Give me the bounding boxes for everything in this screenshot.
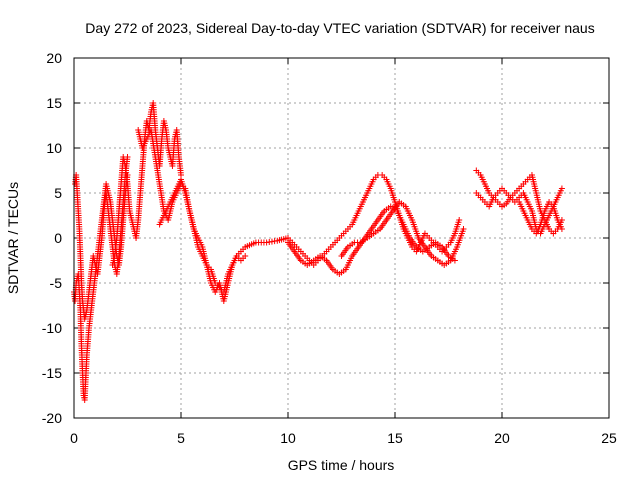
y-tick-label: -20	[42, 410, 62, 426]
x-tick-label: 25	[601, 430, 617, 446]
y-tick-label: 10	[46, 140, 62, 156]
x-tick-label: 10	[280, 430, 296, 446]
tick-labels: 0 5 10 15 20 25 -20 -15 -10 -5 0 5 10 15 20	[42, 50, 617, 446]
chart-title: Day 272 of 2023, Sidereal Day-to-day VTE…	[85, 20, 594, 36]
plot-frame	[73, 57, 610, 419]
x-tick-label: 20	[494, 430, 510, 446]
y-axis-title: SDTVAR / TECUs	[5, 182, 21, 294]
y-tick-label: 5	[54, 185, 62, 201]
data-markers	[71, 100, 565, 403]
grid	[74, 58, 609, 418]
x-tick-label: 0	[70, 430, 78, 446]
data-point-marker	[242, 253, 249, 259]
x-tick-label: 5	[177, 430, 185, 446]
x-tick-label: 15	[387, 430, 403, 446]
y-tick-label: -10	[42, 320, 62, 336]
y-tick-label: -15	[42, 365, 62, 381]
x-axis-title: GPS time / hours	[288, 457, 395, 473]
data-point-marker	[456, 217, 463, 223]
data-point-marker	[558, 185, 565, 192]
y-tick-label: -5	[50, 275, 63, 291]
data-point-marker	[558, 226, 565, 232]
data-point-marker	[460, 226, 467, 232]
y-tick-label: 0	[54, 230, 62, 246]
y-tick-label: 15	[46, 95, 62, 111]
y-tick-label: 20	[46, 50, 62, 66]
